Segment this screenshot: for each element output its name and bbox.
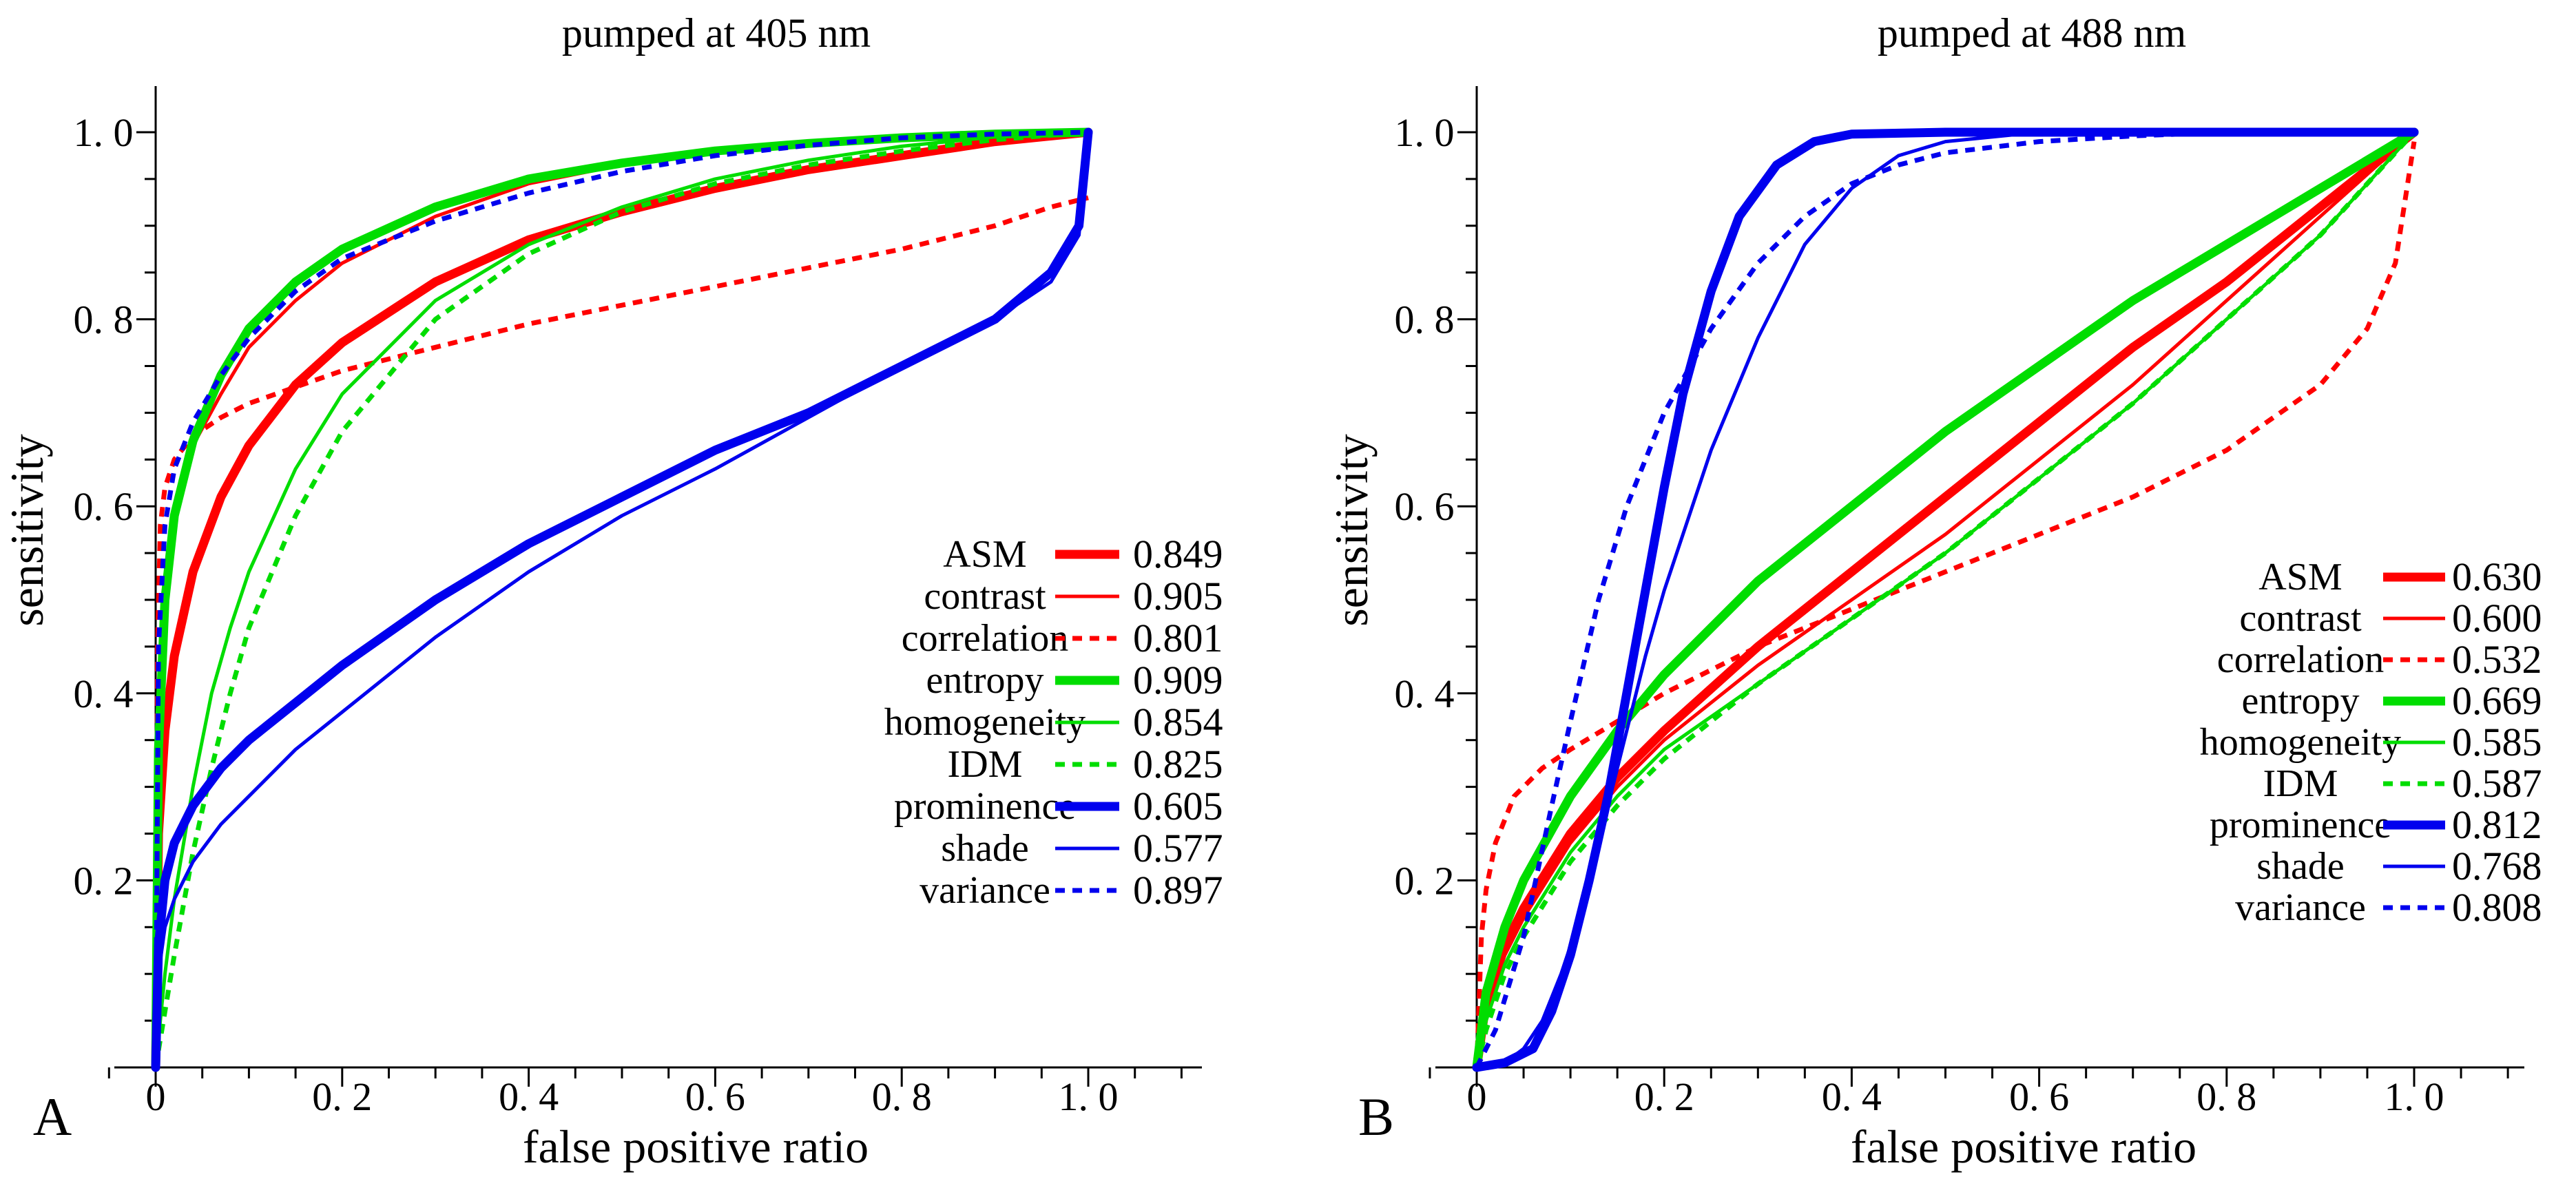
x-tick-label: 0. 2 (1634, 1074, 1694, 1119)
legend-label: shade (2256, 845, 2345, 888)
series-line-entropy (1472, 127, 2419, 1072)
y-tick-label: 1. 0 (74, 110, 134, 155)
legend-label: prominence (2210, 804, 2391, 846)
legend-label: contrast (2239, 597, 2362, 640)
series-line-prominence (1472, 127, 2419, 1072)
legend-value: 0.808 (2452, 885, 2542, 930)
legend-value: 0.849 (1133, 532, 1223, 576)
y-tick-label: 0. 2 (74, 858, 134, 903)
series-line-idm (1474, 130, 2416, 1068)
y-axis-label: sensitivity (1325, 434, 1378, 627)
x-tick-label: 0. 4 (1822, 1074, 1882, 1119)
x-tick-label: 0. 6 (2009, 1074, 2069, 1119)
x-tick-label: 1. 0 (2385, 1074, 2444, 1119)
legend-label: correlation (2217, 638, 2385, 681)
legend-value: 0.577 (1133, 826, 1223, 870)
legend-label: variance (920, 869, 1050, 912)
x-tick-label: 0. 4 (499, 1074, 559, 1119)
legend-label: variance (2235, 886, 2366, 929)
legend-value: 0.801 (1133, 616, 1223, 660)
series-line-entropy (151, 127, 1093, 1072)
x-axis-label: false positive ratio (523, 1120, 869, 1173)
legend-value: 0.812 (2452, 802, 2542, 847)
y-tick-label: 0. 8 (74, 298, 134, 342)
panel-letter: B (1358, 1087, 1394, 1147)
y-tick-label: 0. 4 (1395, 671, 1455, 716)
legend-value: 0.768 (2452, 844, 2542, 888)
legend-value: 0.905 (1133, 574, 1223, 618)
x-tick-label: 0. 2 (312, 1074, 372, 1119)
y-tick-label: 0. 2 (1395, 858, 1455, 903)
x-tick-label: 0. 8 (2196, 1074, 2256, 1119)
legend-label: entropy (926, 659, 1043, 702)
legend-value: 0.605 (1133, 784, 1223, 828)
legend-label: entropy (2241, 680, 2359, 722)
series-line-shade (1475, 130, 2416, 1069)
panel-b: pumped at 488 nm 0 0. 2 0. 4 0. 6 0. 8 1. 0 0. … (1325, 10, 2542, 1173)
legend-label: homogeneity (2200, 721, 2401, 764)
legend-label: prominence (894, 785, 1076, 828)
x-tick-label: 0. 6 (685, 1074, 745, 1119)
legend-label: ASM (2258, 556, 2342, 598)
x-tick-label: 0 (146, 1074, 166, 1119)
legend-label: IDM (2263, 762, 2338, 805)
y-tick-label: 0. 8 (1395, 298, 1455, 342)
series-line-correlation (153, 195, 1089, 1068)
legend-value: 0.587 (2452, 761, 2542, 806)
y-tick-label: 0. 4 (74, 671, 134, 716)
legend-label: shade (941, 827, 1029, 870)
legend-label: contrast (924, 575, 1046, 618)
panel-a: pumped at 405 nm 0 0. 2 0. 4 0. 6 0. 8 1. 0 0. … (1, 10, 1223, 1173)
series-line-asm (1472, 127, 2419, 1072)
x-axis-label: false positive ratio (1851, 1120, 2196, 1173)
x-tick-label: 1. 0 (1059, 1074, 1119, 1119)
legend-value: 0.600 (2452, 596, 2542, 640)
y-tick-label: 0. 6 (1395, 484, 1455, 529)
y-tick-label: 0. 6 (74, 484, 134, 529)
series-line-asm (151, 127, 1093, 1072)
legend-label: IDM (948, 743, 1023, 786)
y-tick-label: 1. 0 (1395, 110, 1455, 155)
legend-value: 0.909 (1133, 658, 1223, 702)
legend-value: 0.854 (1133, 700, 1223, 744)
legend-value: 0.585 (2452, 720, 2542, 764)
legend-label: correlation (902, 617, 1069, 660)
legend-value: 0.532 (2452, 637, 2542, 682)
y-axis-label: sensitivity (1, 434, 53, 627)
legend-value: 0.825 (1133, 742, 1223, 786)
x-tick-label: 0 (1467, 1074, 1487, 1119)
legend-label: ASM (943, 533, 1026, 576)
chart-title: pumped at 488 nm (1878, 10, 2186, 56)
series-line-variance (1474, 129, 2414, 1069)
panel-letter: A (33, 1087, 72, 1147)
legend-value: 0.630 (2452, 554, 2542, 599)
x-tick-label: 0. 8 (872, 1074, 932, 1119)
series-line-shade (154, 130, 1090, 1069)
legend-value: 0.669 (2452, 678, 2542, 723)
chart-title: pumped at 405 nm (562, 10, 871, 56)
legend-value: 0.897 (1133, 868, 1223, 912)
series-line-contrast (1475, 130, 2416, 1069)
legend-label: homogeneity (884, 701, 1086, 744)
series-line-correlation (1474, 141, 2417, 1068)
